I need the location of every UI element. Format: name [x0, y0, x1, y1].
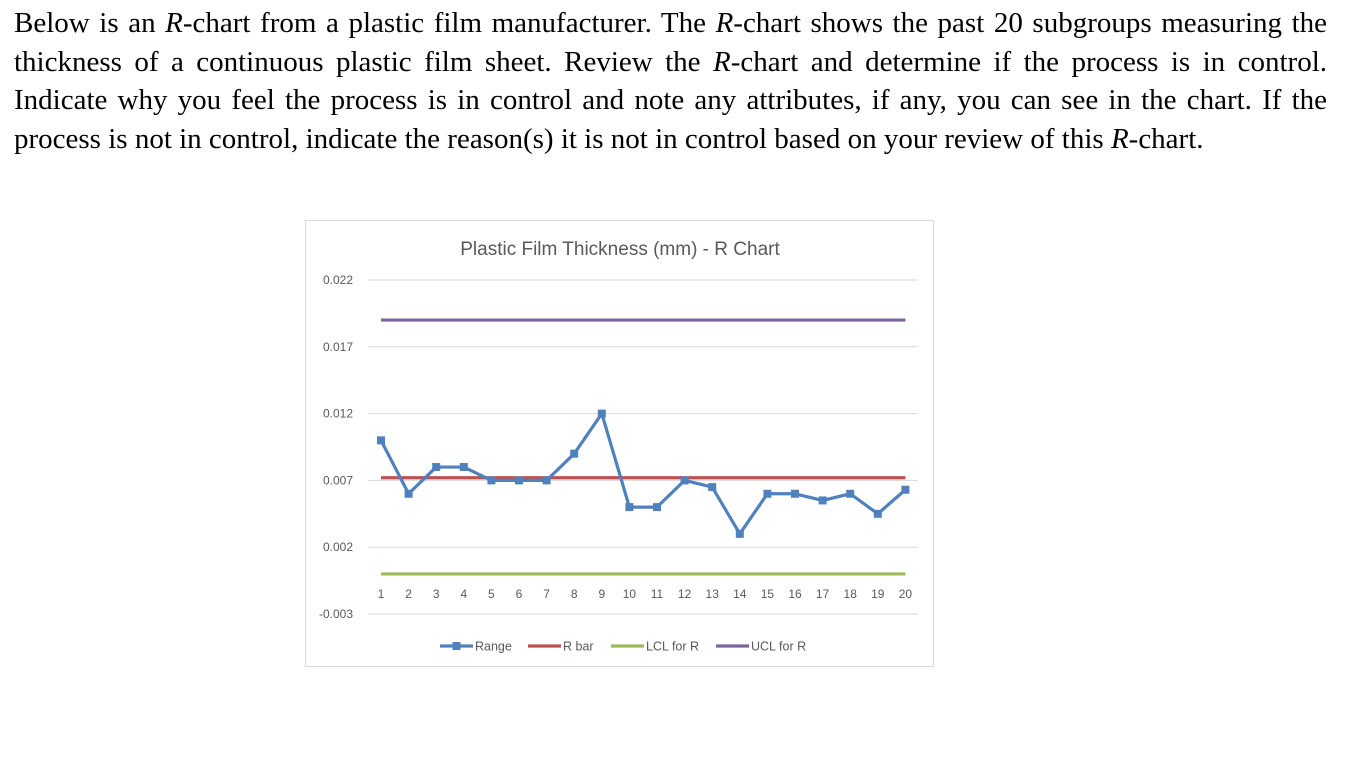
- range-point: [680, 476, 689, 485]
- range-point: [404, 489, 413, 498]
- x-tick-label: 16: [788, 587, 802, 601]
- x-tick-label: 19: [871, 587, 885, 601]
- question-text: Below is an R-chart from a plastic film …: [14, 4, 1327, 158]
- y-tick-label: 0.007: [323, 473, 353, 487]
- range-point: [597, 409, 606, 418]
- x-tick-label: 20: [899, 587, 913, 601]
- x-tick-label: 1: [378, 587, 385, 601]
- r-chart: Plastic Film Thickness (mm) - R Chart 0.…: [305, 220, 934, 667]
- range-point: [432, 463, 441, 472]
- question-italic-r: R: [713, 45, 731, 78]
- x-tick-label: 11: [651, 587, 664, 601]
- range-point: [625, 503, 634, 512]
- question-text-segment: -chart.: [1128, 122, 1204, 155]
- x-tick-label: 10: [623, 587, 637, 601]
- legend-label: UCL for R: [751, 640, 806, 654]
- x-tick-label: 12: [678, 587, 692, 601]
- range-point: [846, 489, 855, 498]
- range-point: [901, 485, 910, 494]
- range-point: [818, 496, 827, 505]
- x-tick-label: 6: [516, 587, 523, 601]
- x-tick-label: 17: [816, 587, 830, 601]
- legend: Range R bar LCL for R UCL for R: [440, 640, 806, 654]
- range-point: [487, 476, 496, 485]
- x-tick-label: 8: [571, 587, 578, 601]
- x-tick-label: 18: [844, 587, 858, 601]
- range-point: [708, 483, 717, 492]
- question-italic-r: R: [165, 7, 183, 39]
- y-tick-label: 0.002: [323, 540, 353, 554]
- y-axis-ticks: 0.022 0.017 0.012 0.007 0.002 -0.003: [319, 273, 353, 621]
- legend-marker: [452, 642, 461, 650]
- x-tick-label: 2: [405, 587, 412, 601]
- range-point: [873, 509, 882, 518]
- y-tick-label: 0.022: [323, 273, 353, 287]
- x-tick-label: 14: [733, 587, 747, 601]
- y-tick-label: -0.003: [319, 607, 353, 621]
- legend-label: R bar: [563, 640, 594, 654]
- range-point: [459, 463, 468, 472]
- range-point: [763, 489, 772, 498]
- x-tick-label: 13: [706, 587, 720, 601]
- legend-label: Range: [475, 640, 512, 654]
- range-point: [570, 449, 579, 458]
- question-text-segment: -chart and determine if the process is i…: [14, 45, 1328, 155]
- legend-label: LCL for R: [646, 640, 699, 654]
- range-point: [515, 476, 523, 485]
- x-tick-label: 3: [433, 587, 440, 601]
- question-text-segment: -chart shows the past 20 subgroups measu…: [14, 7, 1328, 78]
- x-tick-label: 5: [488, 587, 495, 601]
- range-point: [377, 436, 385, 445]
- series-lines: [377, 318, 910, 576]
- chart-canvas: Plastic Film Thickness (mm) - R Chart 0.…: [319, 239, 918, 654]
- x-tick-label: 15: [761, 587, 775, 601]
- y-tick-label: 0.012: [323, 407, 353, 421]
- question-italic-r: R: [1110, 122, 1129, 155]
- range-point: [542, 476, 551, 485]
- range-point: [735, 529, 744, 538]
- x-tick-label: 9: [598, 587, 605, 601]
- question-italic-r: R: [715, 7, 734, 39]
- series-line-range: [379, 412, 907, 536]
- gridlines: [368, 279, 918, 615]
- x-tick-label: 4: [460, 587, 467, 601]
- range-point: [653, 503, 661, 512]
- x-tick-label: 7: [543, 587, 550, 601]
- y-tick-label: 0.017: [323, 340, 353, 354]
- question-text-segment: -chart from a plastic film manufacturer.…: [182, 7, 716, 39]
- range-point: [791, 489, 799, 498]
- question-text-segment: Below is an: [14, 7, 166, 39]
- chart-title: Plastic Film Thickness (mm) - R Chart: [460, 239, 780, 260]
- x-axis-ticks: 1 2 3 4 5 6 7 8 9 10 11 12 13 14 15 16 17 18 19 20: [378, 587, 913, 601]
